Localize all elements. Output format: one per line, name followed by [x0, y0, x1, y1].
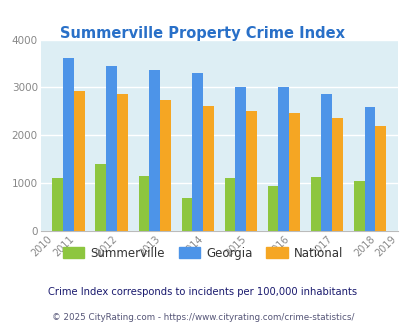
- Bar: [192, 73, 202, 231]
- Bar: [331, 117, 342, 231]
- Text: Summerville Property Crime Index: Summerville Property Crime Index: [60, 26, 345, 41]
- Bar: [202, 106, 213, 231]
- Bar: [149, 70, 160, 231]
- Bar: [95, 164, 106, 231]
- Bar: [288, 113, 299, 231]
- Bar: [138, 176, 149, 231]
- Legend: Summerville, Georgia, National: Summerville, Georgia, National: [58, 242, 347, 264]
- Text: Crime Index corresponds to incidents per 100,000 inhabitants: Crime Index corresponds to incidents per…: [48, 287, 357, 297]
- Bar: [364, 107, 374, 231]
- Bar: [310, 178, 321, 231]
- Bar: [321, 94, 331, 231]
- Bar: [267, 185, 278, 231]
- Bar: [74, 91, 85, 231]
- Bar: [245, 112, 256, 231]
- Bar: [374, 126, 385, 231]
- Bar: [117, 94, 128, 231]
- Bar: [106, 66, 117, 231]
- Bar: [63, 58, 74, 231]
- Bar: [353, 181, 364, 231]
- Bar: [235, 87, 245, 231]
- Text: © 2025 CityRating.com - https://www.cityrating.com/crime-statistics/: © 2025 CityRating.com - https://www.city…: [51, 313, 354, 322]
- Bar: [224, 178, 235, 231]
- Bar: [160, 100, 171, 231]
- Bar: [181, 198, 192, 231]
- Bar: [52, 178, 63, 231]
- Bar: [278, 87, 288, 231]
